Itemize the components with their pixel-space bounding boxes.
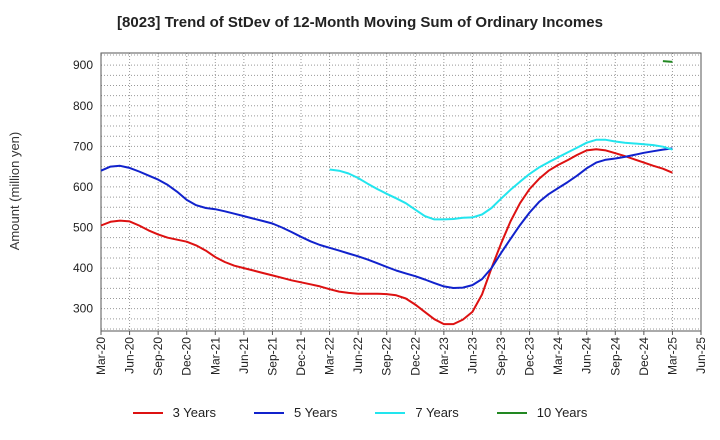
x-axis-ticks: Mar-20 Jun-20 Sep-20 Dec-20 Mar-21 Jun-21 Sep-… bbox=[94, 331, 708, 376]
x-tick-label: Mar-20 bbox=[94, 337, 108, 375]
x-tick-label: Mar-21 bbox=[208, 337, 222, 375]
legend-swatch bbox=[132, 411, 163, 414]
x-tick-label: Mar-25 bbox=[665, 337, 679, 375]
legend-label: 5 Years bbox=[294, 405, 338, 420]
x-tick-label: Sep-23 bbox=[494, 337, 508, 376]
chart-title: [8023] Trend of StDev of 12-Month Moving… bbox=[117, 14, 603, 31]
legend-item: 7 Years bbox=[375, 405, 459, 420]
legend-label: 3 Years bbox=[172, 405, 216, 420]
x-tick-label: Sep-21 bbox=[265, 337, 279, 376]
series-layer bbox=[100, 60, 673, 326]
legend-label: 7 Years bbox=[415, 405, 459, 420]
x-tick-label: Mar-23 bbox=[437, 337, 451, 375]
legend: 3 Years 5 Years 7 Years 10 Years bbox=[0, 405, 720, 420]
x-tick-label: Dec-22 bbox=[408, 337, 422, 376]
x-tick-label: Dec-23 bbox=[523, 337, 537, 376]
x-tick-label: Dec-20 bbox=[180, 337, 194, 376]
y-tick-label: 800 bbox=[73, 99, 93, 113]
x-tick-label: Sep-24 bbox=[608, 337, 622, 376]
x-tick-label: Jun-20 bbox=[123, 337, 137, 374]
series-line-7-years bbox=[329, 138, 673, 221]
legend-swatch bbox=[375, 411, 406, 414]
x-tick-label: Sep-22 bbox=[380, 337, 394, 376]
legend-swatch bbox=[496, 411, 527, 414]
y-tick-label: 900 bbox=[73, 58, 93, 72]
grid bbox=[101, 53, 701, 331]
x-tick-label: Jun-24 bbox=[580, 337, 594, 374]
legend-item: 5 Years bbox=[254, 405, 337, 420]
y-tick-label: 700 bbox=[73, 139, 93, 153]
legend-item: 3 Years bbox=[132, 405, 216, 420]
series-line-3-years bbox=[100, 148, 673, 326]
x-tick-label: Dec-21 bbox=[294, 337, 308, 376]
legend-swatch bbox=[254, 411, 284, 414]
y-tick-label: 300 bbox=[73, 302, 93, 316]
plot-frame bbox=[100, 52, 702, 332]
x-tick-label: Jun-25 bbox=[694, 337, 708, 374]
x-tick-label: Mar-22 bbox=[323, 337, 337, 375]
x-tick-label: Sep-20 bbox=[151, 337, 165, 376]
y-tick-label: 600 bbox=[73, 180, 93, 194]
x-tick-label: Jun-21 bbox=[237, 337, 251, 374]
x-tick-label: Jun-22 bbox=[351, 337, 365, 374]
series-line-10-years bbox=[662, 60, 673, 63]
x-tick-label: Mar-24 bbox=[551, 337, 565, 375]
x-tick-label: Dec-24 bbox=[637, 337, 651, 376]
series-line-5-years bbox=[100, 147, 673, 289]
y-tick-label: 400 bbox=[73, 261, 93, 275]
legend-item: 10 Years bbox=[496, 405, 588, 420]
legend-label: 10 Years bbox=[536, 405, 588, 420]
x-tick-label: Jun-23 bbox=[465, 337, 479, 374]
y-axis-label: Amount (million yen) bbox=[7, 132, 22, 251]
y-axis-ticks: 300 400 500 600 700 800 900 bbox=[73, 58, 93, 316]
y-tick-label: 500 bbox=[73, 221, 93, 235]
